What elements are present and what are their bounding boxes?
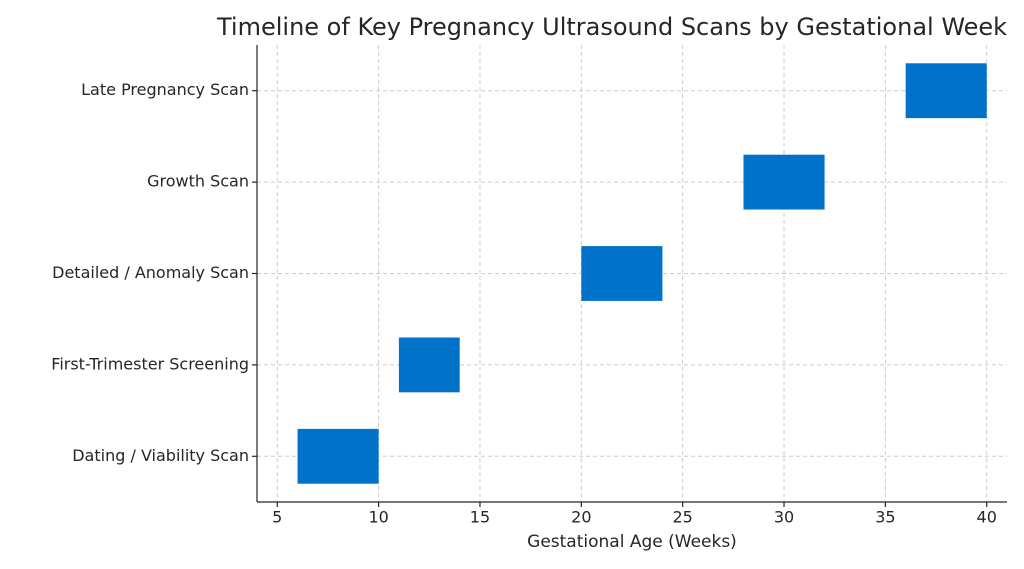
y-tick-label: Detailed / Anomaly Scan	[52, 263, 249, 282]
bar	[398, 337, 460, 393]
chart-title: Timeline of Key Pregnancy Ultrasound Sca…	[216, 13, 1007, 41]
y-tick-label: Growth Scan	[147, 172, 249, 191]
x-tick-label: 35	[875, 508, 895, 527]
y-tick-label: Late Pregnancy Scan	[81, 80, 249, 99]
x-tick-label: 15	[470, 508, 490, 527]
x-tick-label: 5	[272, 508, 282, 527]
bar	[743, 154, 825, 210]
x-tick-label: 25	[672, 508, 692, 527]
x-axis-label: Gestational Age (Weeks)	[527, 532, 737, 552]
bar	[581, 246, 663, 301]
x-tick-label: 30	[774, 508, 794, 527]
bar	[297, 428, 379, 484]
y-tick-label: First-Trimester Screening	[51, 354, 249, 373]
y-tick-label: Dating / Viability Scan	[72, 446, 249, 465]
x-tick-label: 10	[368, 508, 388, 527]
x-tick-label: 20	[571, 508, 591, 527]
x-tick-label: 40	[977, 508, 997, 527]
bar	[905, 63, 987, 119]
